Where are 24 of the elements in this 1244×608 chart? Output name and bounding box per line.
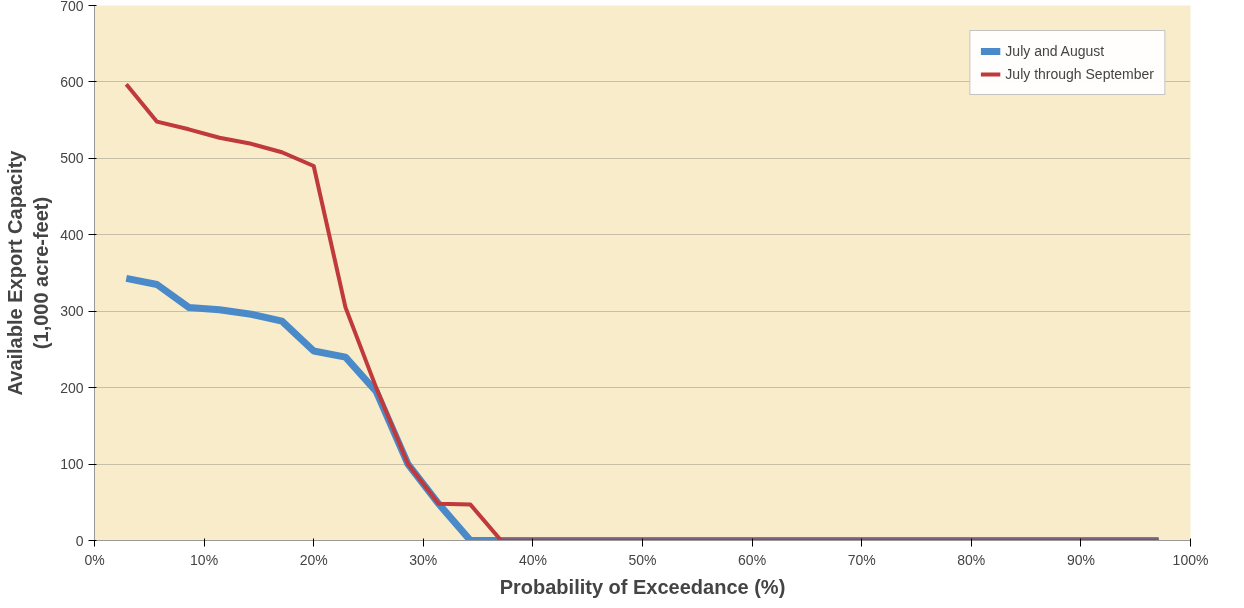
x-axis-title: Probability of Exceedance (%)	[499, 575, 786, 598]
y-tick-label: 400	[60, 226, 84, 243]
y-axis-title: Available Export Capacity (1,000 acre-feet)	[3, 149, 53, 396]
x-tick-label: 40%	[518, 551, 547, 568]
x-tick-label: 20%	[299, 551, 328, 568]
x-tick-label: 0%	[84, 551, 105, 568]
x-tick-label: 30%	[409, 551, 438, 568]
line-series	[124, 82, 1161, 541]
y-tick-label: 200	[60, 379, 84, 396]
x-tick-label: 60%	[738, 551, 767, 568]
y-tick-label: 100	[60, 456, 84, 473]
x-tick-label: 100%	[1172, 551, 1209, 568]
x-tick-label: 80%	[957, 551, 986, 568]
y-tick-label: 700	[60, 0, 84, 14]
x-tick-label: 50%	[628, 551, 657, 568]
x-tick-label: 90%	[1066, 551, 1095, 568]
x-tick-label: 70%	[847, 551, 876, 568]
y-tick-label: 0	[75, 532, 84, 549]
legend-label: July and August	[1005, 43, 1105, 59]
legend-label: July through September	[1005, 66, 1154, 82]
y-tick-label: 600	[60, 73, 84, 90]
x-tick-label: 10%	[190, 551, 219, 568]
y-tick-label: 500	[60, 150, 84, 167]
y-tick-label: 300	[60, 303, 84, 320]
